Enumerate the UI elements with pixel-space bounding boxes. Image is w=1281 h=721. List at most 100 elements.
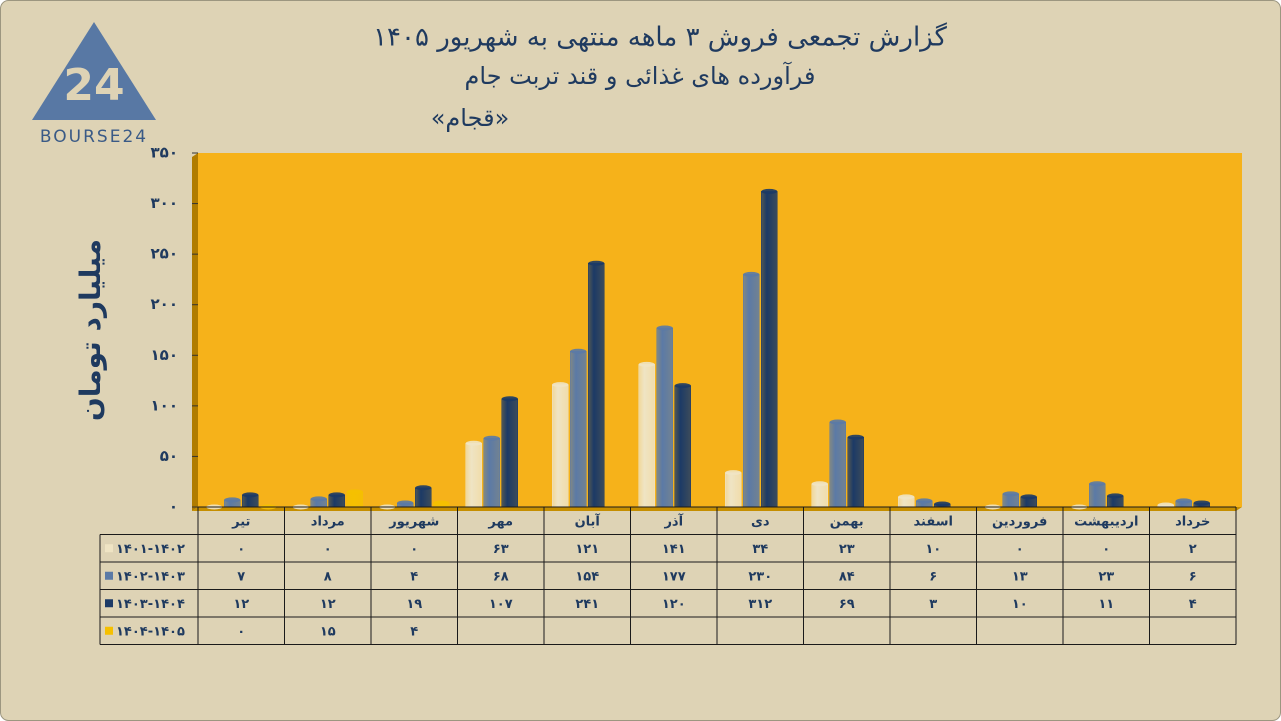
table-cell: ۷ (237, 569, 245, 584)
table-cell: ۰ (1102, 542, 1110, 557)
bar-cap (588, 260, 605, 266)
table-cell: ۱۰ (925, 542, 941, 557)
bar-cap (725, 470, 742, 476)
bar-cap (1175, 498, 1192, 504)
legend-key (105, 544, 113, 553)
bar (656, 327, 673, 508)
table-cell: ۱۵۴ (575, 569, 599, 584)
chart-title: فرآورده های غذائی و قند تربت جام (465, 61, 816, 90)
bar-cap (811, 481, 828, 487)
table-cell: ۰ (324, 542, 332, 557)
logo-triangle (32, 22, 156, 120)
x-tick-label: آبان (575, 512, 601, 529)
table-cell: ۶۳ (493, 542, 509, 557)
bar-cap (552, 382, 569, 388)
bar-cap (674, 383, 691, 389)
bar (1089, 483, 1106, 508)
table-cell: ۴ (410, 569, 418, 584)
bar-cap (570, 348, 587, 354)
plot-wall-side (192, 153, 198, 511)
x-tick-label: آذر (663, 512, 683, 529)
bar-cap (829, 419, 846, 425)
table-cell: ۲۳ (839, 542, 855, 557)
bar-cap (656, 325, 673, 331)
table-cell: ۰ (237, 624, 245, 639)
legend-label: ۱۴۰۲-۱۴۰۳ (116, 569, 185, 584)
legend-key (105, 626, 113, 635)
table-cell: ۱۴۱ (662, 542, 686, 557)
chart-title: «قجام» (431, 104, 510, 132)
table-cell: ۶ (1189, 569, 1197, 584)
bar-cap (242, 492, 259, 498)
bar (588, 262, 605, 508)
bar (465, 443, 482, 508)
logo-text: BOURSE24 (40, 127, 148, 147)
bar-cap (328, 492, 345, 498)
bar-cap (761, 188, 778, 194)
x-tick-label: تیر (231, 514, 250, 529)
x-tick-label: خرداد (1175, 514, 1210, 529)
bar-cap (346, 489, 363, 495)
x-tick-label: بهمن (830, 514, 864, 529)
bar-cap (934, 501, 951, 507)
bar (552, 384, 569, 508)
table-cell: ۴ (1189, 597, 1197, 612)
bar-cap (1020, 494, 1037, 500)
legend-key (105, 571, 113, 580)
table-cell: ۳ (929, 597, 937, 612)
y-tick-label: ۱۵۰ (151, 346, 178, 364)
bar (570, 350, 587, 508)
bar (829, 421, 846, 508)
table-cell: ۱۷۷ (662, 569, 686, 584)
bar-cap (415, 485, 432, 491)
bar-cap (916, 498, 933, 504)
table-cell: ۲ (1189, 542, 1197, 557)
y-tick-label: ۳۰۰ (151, 194, 178, 212)
table-cell: ۱۲ (233, 597, 249, 612)
table-cell: ۸ (324, 569, 332, 584)
table-cell: ۸۴ (839, 569, 855, 584)
x-tick-label: شهریور (388, 514, 439, 529)
y-tick-label: ۳۵۰ (151, 144, 178, 162)
table-cell: ۱۱ (1098, 597, 1114, 612)
bar-cap (483, 435, 500, 441)
bar (743, 274, 760, 508)
table-cell: ۲۳ (1098, 569, 1114, 584)
x-tick-label: فروردین (992, 514, 1047, 529)
table-cell: ۱۹ (406, 597, 422, 612)
table-cell: ۱۲۱ (575, 542, 599, 557)
bar (638, 364, 655, 508)
table-cell: ۰ (410, 542, 418, 557)
y-tick-label: ۲۵۰ (151, 245, 178, 263)
bar (811, 483, 828, 508)
table-cell: ۲۳۰ (748, 569, 772, 584)
bar (674, 385, 691, 508)
x-tick-label: اسفند (914, 514, 953, 529)
table-cell: ۳۴ (752, 542, 768, 557)
bar (501, 398, 518, 508)
plot-area (198, 153, 1242, 507)
bar (761, 191, 778, 508)
bar-cap (1107, 493, 1124, 499)
bar-cap (1193, 500, 1210, 506)
bar (415, 487, 432, 508)
bar (725, 472, 742, 508)
table-cell: ۱۵ (320, 624, 336, 639)
table-cell: ۱۰ (1012, 597, 1028, 612)
bar (483, 437, 500, 508)
bar-cap (224, 497, 241, 503)
legend-key (105, 599, 113, 608)
y-tick-label: ۲۰۰ (151, 295, 178, 313)
bar-cap (1002, 491, 1019, 497)
y-tick-label: ۰ (169, 498, 178, 516)
legend-label: ۱۴۰۱-۱۴۰۲ (116, 542, 185, 557)
x-tick-label: مهر (487, 514, 513, 529)
table-cell: ۱۲۰ (662, 597, 686, 612)
table-cell: ۰ (1016, 542, 1024, 557)
table-cell: ۶ (929, 569, 937, 584)
bar-cap (1089, 481, 1106, 487)
table-cell: ۱۲ (320, 597, 336, 612)
table-cell: ۳۱۲ (748, 597, 772, 612)
table-cell: ۶۹ (839, 597, 855, 612)
